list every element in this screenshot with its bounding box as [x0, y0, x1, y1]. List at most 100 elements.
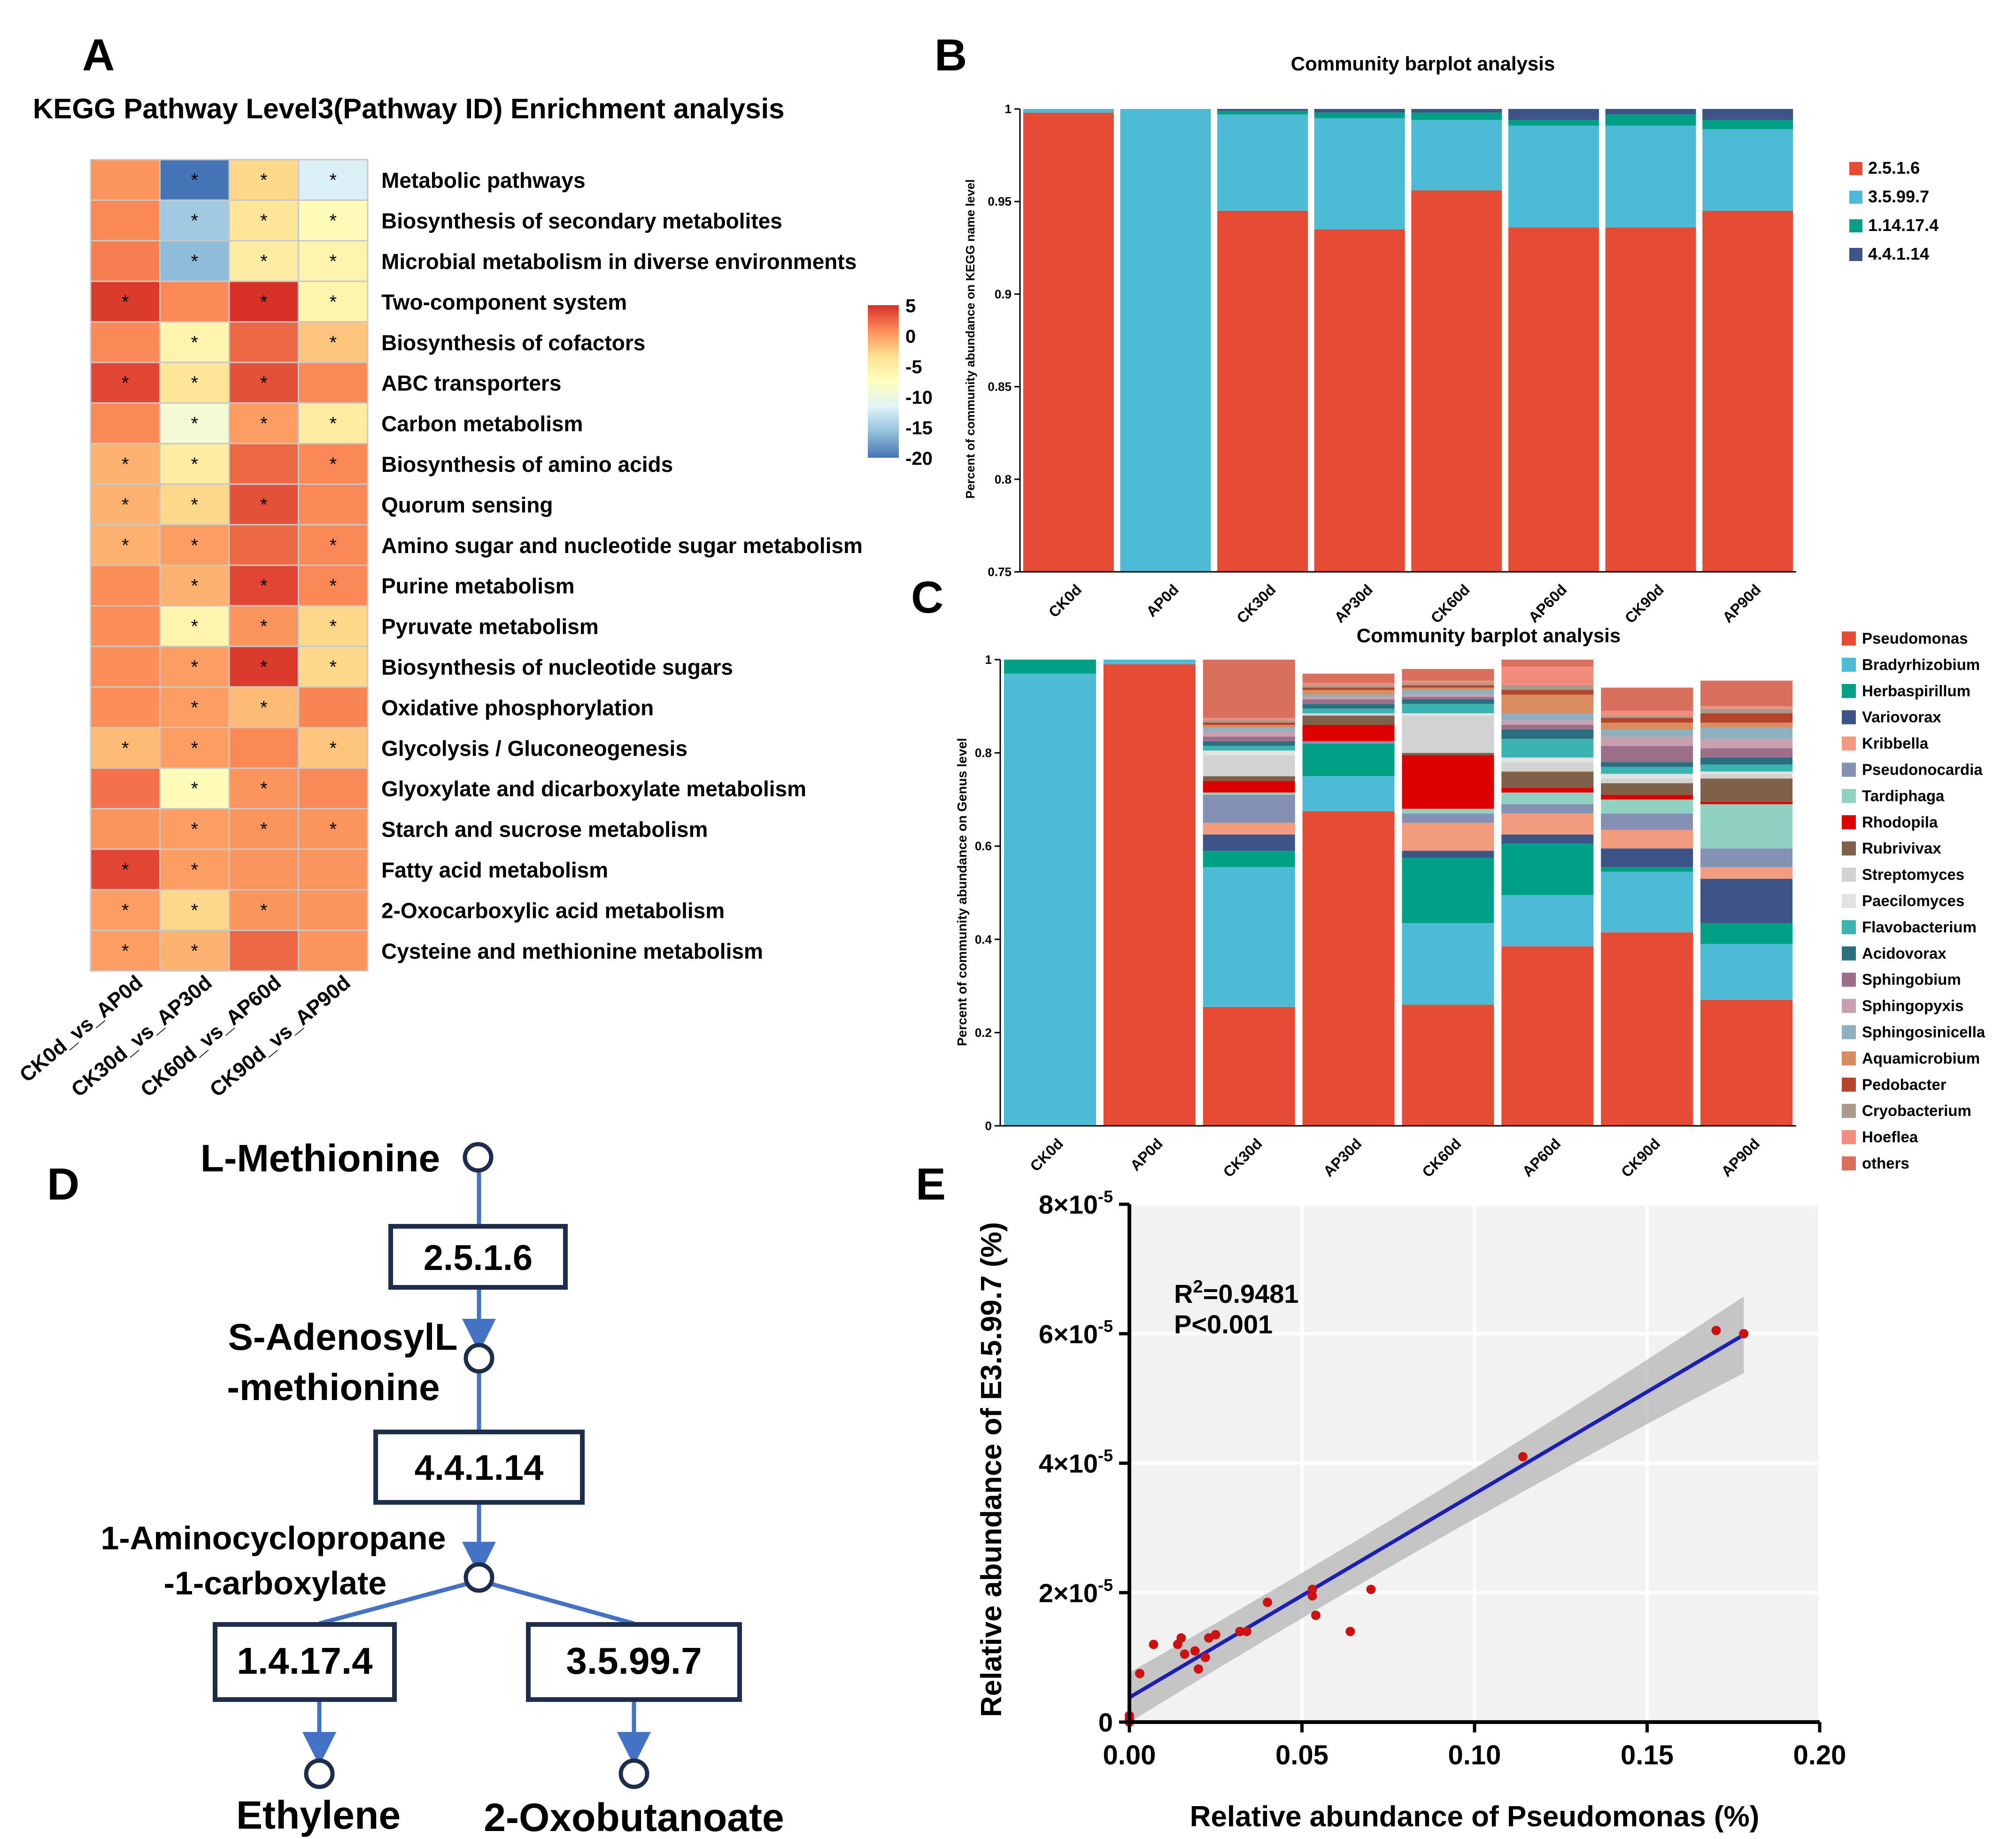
genus-barplot-panel: Community barplot analysis CK0d AP0d CK30d… — [955, 624, 1985, 1181]
heatmap-cell — [228, 727, 299, 769]
bar-segment — [1702, 210, 1793, 572]
significance-star: * — [260, 819, 268, 840]
significance-star: * — [191, 170, 198, 191]
bar-segment — [1601, 932, 1693, 1126]
bar-segment — [1601, 736, 1693, 746]
heatmap-cell — [228, 524, 299, 566]
metabolite-label: L-Methionine — [201, 1137, 440, 1180]
bar-segment — [1302, 685, 1395, 688]
bar-segment — [1501, 834, 1594, 844]
heatmap-cell — [298, 848, 369, 891]
bar-segment — [1402, 808, 1494, 814]
bar-category-label: CK0d — [1045, 581, 1085, 621]
bar-segment — [1700, 713, 1793, 723]
bar-segment — [1700, 748, 1793, 758]
legend-swatch — [1842, 1051, 1856, 1066]
bar-segment — [1302, 743, 1395, 777]
bar-segment — [1402, 669, 1494, 681]
bar-segment — [1402, 680, 1494, 683]
bar-segment — [1314, 229, 1405, 572]
bar-segment — [1203, 823, 1295, 835]
y-tick-label: 0.8 — [975, 746, 992, 760]
bar-segment — [1302, 725, 1395, 741]
bar-segment — [1203, 746, 1295, 751]
heatmap-cell — [298, 362, 369, 404]
bar-segment — [1702, 129, 1793, 211]
bar-segment — [1501, 660, 1594, 667]
bar-category-label: AP30d — [1331, 581, 1376, 626]
scatter-r2-annotation: R2=0.9481 — [1174, 1277, 1299, 1308]
bar-segment — [1402, 683, 1494, 685]
significance-star: * — [260, 616, 268, 637]
x-tick-label: 0.00 — [1103, 1740, 1156, 1770]
bar-segment — [1700, 757, 1793, 765]
bar-segment — [1508, 120, 1599, 126]
scatter-axes: 0.00 0.05 0.10 0.15 0.20 0 2×10-5 4×10-5 6×10-5 8… — [1039, 1187, 1846, 1770]
bar-segment — [1314, 112, 1405, 118]
bar-category-label: AP60d — [1519, 1135, 1564, 1180]
bar-segment — [1402, 704, 1494, 714]
legend-label: Sphingobium — [1862, 971, 1961, 988]
bar-segment — [1501, 690, 1594, 695]
heatmap-cell — [298, 483, 369, 526]
bar-category-label: CK30d — [1220, 1135, 1266, 1180]
heatmap-cell — [90, 767, 161, 809]
bar-segment — [1605, 125, 1696, 228]
bar-category-label: AP60d — [1525, 581, 1570, 626]
scatter-point — [1211, 1630, 1220, 1639]
heatmap-row-label: Starch and sucrose metabolism — [381, 817, 708, 842]
legend-label: 1.14.17.4 — [1868, 215, 1939, 235]
heatmap-cell — [159, 808, 230, 850]
enzyme-box-35997 — [526, 1622, 742, 1702]
node-ethylene — [304, 1758, 335, 1789]
bar-segment — [1700, 804, 1793, 849]
heatmap-legend-tick: -10 — [905, 387, 933, 408]
heatmap-cell — [298, 767, 369, 809]
significance-star: * — [329, 211, 337, 231]
heatmap-legend-tick: 0 — [905, 326, 916, 347]
heatmap-cell — [90, 402, 161, 445]
enzyme-label: 4.4.1.14 — [415, 1448, 544, 1488]
y-tick-label: 0 — [985, 1119, 992, 1133]
barplot-b-bars — [1023, 109, 1793, 572]
legend-swatch — [1842, 1130, 1856, 1145]
enzyme-box-44114 — [373, 1430, 585, 1505]
heatmap-cell — [159, 280, 230, 323]
heatmap-cell — [228, 848, 299, 891]
bar-segment — [1508, 109, 1599, 120]
node-methionine — [463, 1142, 494, 1173]
metabolite-label: 2-Oxobutanoate — [484, 1795, 784, 1839]
bar-segment — [1501, 804, 1594, 814]
significance-star: * — [260, 170, 268, 191]
pathway-diagram: 2.5.1.6 4.4.1.14 1.4.17.4 3.5.99.7 L-Met… — [100, 1137, 784, 1839]
heatmap-cell — [298, 443, 369, 485]
heatmap-row-label: Glycolysis / Gluconeogenesis — [381, 736, 687, 761]
bar-segment — [1217, 210, 1308, 572]
bar-segment — [1601, 799, 1693, 814]
legend-swatch — [1842, 762, 1856, 777]
significance-star: * — [122, 292, 129, 312]
legend-swatch — [1842, 868, 1856, 882]
bar-segment — [1501, 720, 1594, 725]
scatter-point — [1200, 1653, 1210, 1662]
bar-segment — [1203, 723, 1295, 725]
heatmap-cell — [90, 930, 161, 972]
bar-segment — [1700, 764, 1793, 772]
y-tick-label: 0.9 — [995, 287, 1012, 301]
bar-segment — [1700, 680, 1793, 707]
heatmap-row-label: Cysteine and methionine metabolism — [381, 939, 763, 963]
bar-category-label: AP30d — [1320, 1135, 1365, 1180]
node-acc — [463, 1562, 494, 1593]
bar-segment — [1501, 788, 1594, 793]
significance-star: * — [191, 535, 198, 556]
significance-star: * — [329, 657, 337, 677]
significance-star: * — [329, 576, 337, 596]
significance-star: * — [329, 738, 337, 759]
panel-letter-a: A — [82, 30, 115, 80]
x-tick-label: 0.20 — [1793, 1740, 1846, 1770]
significance-star: * — [122, 454, 129, 475]
legend-label: Rhodopila — [1862, 813, 1938, 831]
y-tick-label: 8×10-5 — [1039, 1187, 1113, 1219]
heatmap-title: KEGG Pathway Level3(Pathway ID) Enrichme… — [33, 93, 785, 124]
